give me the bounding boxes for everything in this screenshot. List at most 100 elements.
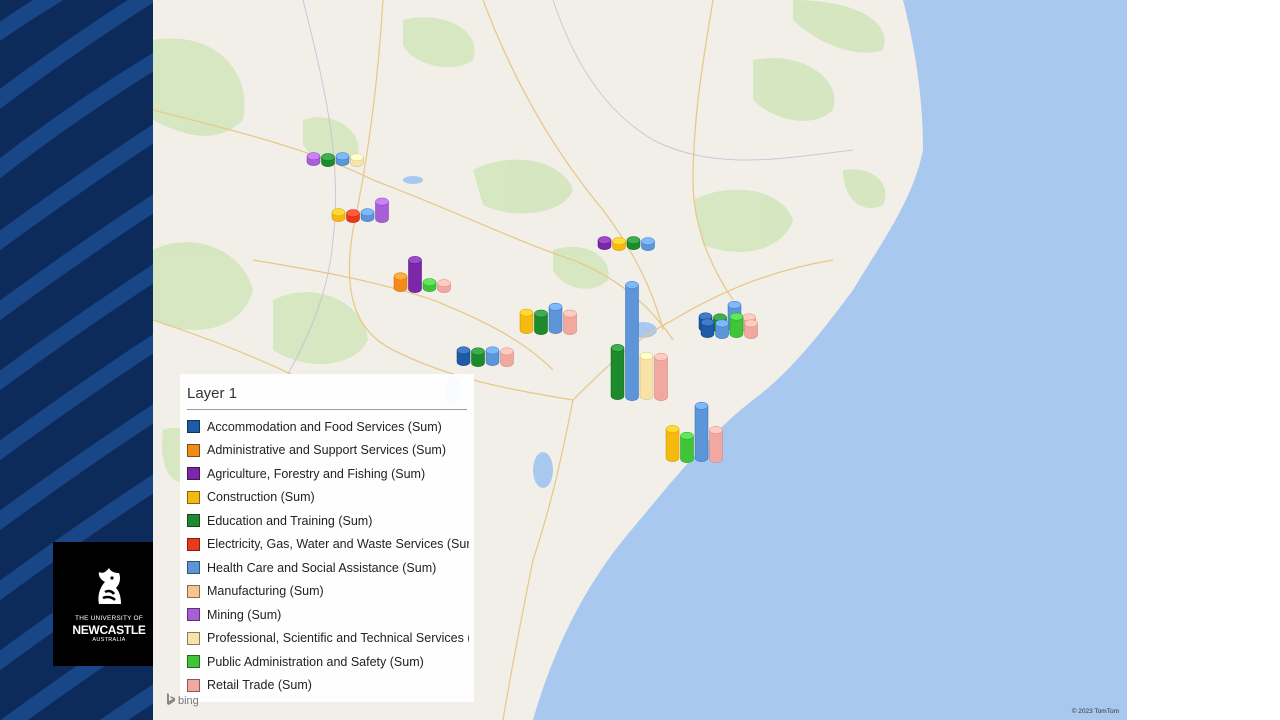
legend-label: Construction (Sum) xyxy=(207,490,315,505)
data-column[interactable] xyxy=(700,322,715,338)
data-column-cap xyxy=(534,309,548,318)
legend-label: Agriculture, Forestry and Fishing (Sum) xyxy=(207,466,426,481)
data-column[interactable] xyxy=(485,350,500,366)
data-column-cap xyxy=(393,272,408,281)
data-column-cap xyxy=(654,353,668,361)
data-column[interactable] xyxy=(456,350,471,366)
legend-item: Agriculture, Forestry and Fishing (Sum) xyxy=(187,462,469,486)
data-column-cap xyxy=(485,346,500,355)
data-column-cap xyxy=(641,237,655,246)
data-column-cap xyxy=(321,153,335,162)
data-column[interactable] xyxy=(534,313,548,335)
location-cluster[interactable] xyxy=(456,346,514,367)
legend-swatch xyxy=(187,631,200,645)
legend-swatch xyxy=(187,443,200,457)
legend-item: Accommodation and Food Services (Sum) xyxy=(187,415,469,439)
legend-swatch xyxy=(187,608,200,622)
bing-icon xyxy=(167,693,175,705)
legend-item: Manufacturing (Sum) xyxy=(187,580,469,604)
legend-label: Education and Training (Sum) xyxy=(207,513,373,528)
data-column-cap xyxy=(715,319,729,328)
data-column[interactable] xyxy=(500,351,514,367)
legend-swatch xyxy=(187,537,200,551)
location-cluster[interactable] xyxy=(393,256,451,293)
brand-panel: THE UNIVERSITY OF NEWCASTLE AUSTRALIA xyxy=(0,0,153,720)
data-column-cap xyxy=(729,312,744,321)
data-column-cap xyxy=(727,300,742,309)
data-column-cap xyxy=(331,208,346,217)
data-column-cap xyxy=(350,153,364,162)
data-column[interactable] xyxy=(519,312,534,334)
data-column-cap xyxy=(437,279,451,288)
data-column[interactable] xyxy=(548,306,563,334)
data-column-cap xyxy=(335,152,350,161)
data-column[interactable] xyxy=(610,347,625,400)
data-column-cap xyxy=(500,347,514,356)
data-column[interactable] xyxy=(694,405,709,462)
data-column-cap xyxy=(456,346,471,355)
brand-line-2: NEWCASTLE xyxy=(72,623,146,637)
location-cluster[interactable] xyxy=(331,197,389,223)
map-copyright: © 2023 TomTom xyxy=(1071,708,1119,715)
data-column[interactable] xyxy=(625,284,639,401)
horse-head-crest-icon xyxy=(98,568,121,604)
data-column[interactable] xyxy=(715,323,729,339)
map-legend: Layer 1 Accommodation and Food Services … xyxy=(180,374,474,702)
location-cluster[interactable] xyxy=(700,312,758,339)
data-column-cap xyxy=(375,197,389,206)
location-cluster[interactable] xyxy=(665,401,723,463)
university-logo: THE UNIVERSITY OF NEWCASTLE AUSTRALIA xyxy=(53,542,153,666)
location-cluster[interactable] xyxy=(519,302,577,335)
legend-title: Layer 1 xyxy=(187,385,238,402)
legend-item: Public Administration and Safety (Sum) xyxy=(187,650,469,674)
legend-label: Retail Trade (Sum) xyxy=(207,678,312,693)
data-column-cap xyxy=(610,344,625,352)
legend-swatch xyxy=(187,561,200,575)
data-column[interactable] xyxy=(709,429,723,463)
legend-label: Manufacturing (Sum) xyxy=(207,584,324,599)
data-column-cap xyxy=(626,236,641,245)
data-column[interactable] xyxy=(665,428,680,462)
legend-item: Electricity, Gas, Water and Waste Servic… xyxy=(187,533,469,557)
legend-list: Accommodation and Food Services (Sum) Adm… xyxy=(187,415,469,697)
data-column[interactable] xyxy=(393,276,408,292)
column-chart-layer xyxy=(306,152,758,463)
legend-item: Health Care and Social Assistance (Sum) xyxy=(187,556,469,580)
data-column[interactable] xyxy=(375,201,389,223)
legend-label: Accommodation and Food Services (Sum) xyxy=(207,419,442,434)
data-column-cap xyxy=(709,426,723,434)
legend-item: Mining (Sum) xyxy=(187,603,469,627)
brand-line-1: THE UNIVERSITY OF xyxy=(75,615,143,622)
data-column-cap xyxy=(694,401,709,410)
data-column-cap xyxy=(639,352,654,360)
location-cluster[interactable] xyxy=(610,281,668,401)
data-column-cap xyxy=(625,281,639,289)
data-column[interactable] xyxy=(729,316,744,338)
legend-label: Electricity, Gas, Water and Waste Servic… xyxy=(207,537,469,552)
legend-label: Health Care and Social Assistance (Sum) xyxy=(207,560,437,575)
data-column[interactable] xyxy=(471,351,485,367)
data-column-cap xyxy=(612,237,626,246)
legend-swatch xyxy=(187,467,200,481)
bing-attribution[interactable]: bing xyxy=(166,693,199,707)
data-column[interactable] xyxy=(639,355,654,400)
legend-item: Retail Trade (Sum) xyxy=(187,674,469,698)
data-column-cap xyxy=(519,308,534,317)
data-column[interactable] xyxy=(654,356,668,401)
data-column[interactable] xyxy=(563,313,577,335)
data-column[interactable] xyxy=(408,259,422,293)
map-basemap xyxy=(153,0,1127,720)
data-column[interactable] xyxy=(744,323,758,339)
legend-swatch xyxy=(187,584,200,598)
legend-swatch xyxy=(187,655,200,669)
ocean xyxy=(533,0,1127,720)
legend-label: Administrative and Support Services (Sum… xyxy=(207,443,446,458)
map-canvas[interactable]: Layer 1 Accommodation and Food Services … xyxy=(153,0,1127,720)
data-column-cap xyxy=(360,208,375,217)
location-cluster[interactable] xyxy=(306,152,364,167)
legend-item: Professional, Scientific and Technical S… xyxy=(187,627,469,651)
location-cluster[interactable] xyxy=(597,236,655,251)
data-column[interactable] xyxy=(680,435,694,463)
data-column-cap xyxy=(422,278,437,287)
legend-swatch xyxy=(187,678,200,692)
